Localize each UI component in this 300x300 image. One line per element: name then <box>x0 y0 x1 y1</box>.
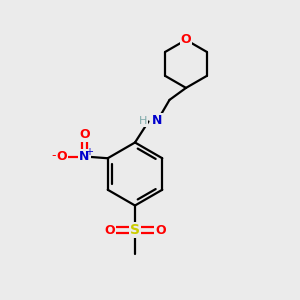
Text: N: N <box>152 114 162 128</box>
Text: -: - <box>52 149 56 162</box>
Text: O: O <box>56 150 67 163</box>
Text: O: O <box>79 128 90 141</box>
Text: O: O <box>181 33 191 46</box>
Text: O: O <box>155 224 166 237</box>
Text: H: H <box>139 116 147 126</box>
Text: O: O <box>104 224 115 237</box>
Text: +: + <box>85 147 93 157</box>
Text: S: S <box>130 223 140 237</box>
Text: N: N <box>79 150 89 163</box>
